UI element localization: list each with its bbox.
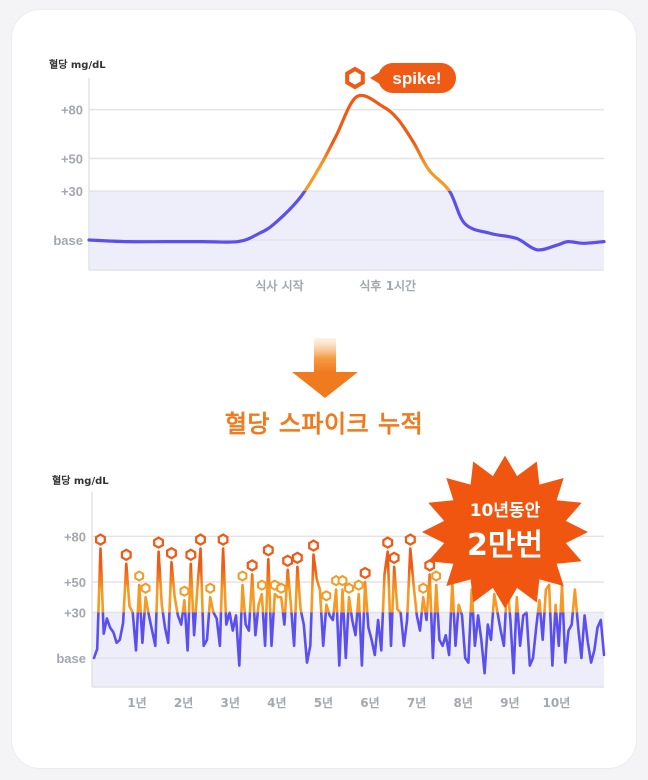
spike-callout-label: spike! <box>392 69 441 88</box>
headline: 혈당 스파이크 누적 <box>224 410 424 438</box>
spike-marker-icon <box>424 559 436 572</box>
spike-marker-icon <box>431 570 442 582</box>
spike-marker-icon <box>153 536 165 549</box>
single-meal-glucose-chart: +80 +50 +30 base 혈당 mg/dL 식사 시작 식후 1시간 spike! <box>49 58 606 293</box>
x-tick-label: 8년 <box>454 696 473 710</box>
x-tick-label: 2년 <box>174 696 193 710</box>
spike-marker-icon <box>237 570 248 582</box>
spike-marker-icon <box>140 582 151 594</box>
starburst-badge: 10년동안 2만번 <box>422 455 588 609</box>
x-tick-label: 4년 <box>267 696 286 710</box>
x-tick-label: 식사 시작 <box>255 278 303 293</box>
y-tick-label: +80 <box>61 103 83 118</box>
x-tick-label: 10년 <box>543 696 571 710</box>
spike-marker-icon <box>282 554 294 568</box>
spike-marker-icon <box>179 585 190 597</box>
spike-marker-icon <box>345 66 365 90</box>
spike-marker-icon <box>344 582 354 594</box>
spike-marker-icon <box>246 559 258 572</box>
spike-marker-icon <box>120 548 132 562</box>
spike-marker-icon <box>256 579 267 591</box>
spike-marker-icon <box>205 582 216 594</box>
glucose-line <box>87 93 606 252</box>
spike-marker-icon <box>353 579 364 591</box>
x-tick-label: 1년 <box>127 696 146 710</box>
y-tick-label: base <box>53 233 83 248</box>
spike-marker-icon <box>337 574 348 587</box>
spike-marker-icon <box>382 536 394 549</box>
y-tick-label: +30 <box>64 605 86 620</box>
badge-line2: 2만번 <box>467 528 543 563</box>
x-tick-label: 7년 <box>407 696 426 710</box>
spike-marker-icon <box>217 533 229 546</box>
spike-callout: spike! <box>370 63 456 93</box>
spike-marker-icon <box>308 539 319 552</box>
glucose-line <box>92 547 606 675</box>
y-tick-label: +50 <box>64 575 86 590</box>
y-axis-title: 혈당 mg/dL <box>49 58 106 71</box>
spike-marker-icon <box>262 543 274 557</box>
spike-marker-icon <box>359 566 371 580</box>
spike-marker-icon <box>418 582 429 594</box>
spike-marker-icon <box>165 546 177 560</box>
y-tick-label: base <box>56 651 86 666</box>
spike-marker-icon <box>94 533 106 546</box>
badge-line1: 10년동안 <box>470 501 541 521</box>
spike-marker-icon <box>134 570 145 582</box>
y-tick-label: +30 <box>61 184 83 199</box>
spike-marker-icon <box>276 582 287 594</box>
x-tick-label: 9년 <box>500 696 519 710</box>
spike-marker-icon <box>388 551 400 565</box>
down-arrow-icon <box>290 338 360 400</box>
spike-marker-icon <box>321 590 332 602</box>
y-tick-label: +80 <box>64 529 86 544</box>
x-tick-label: 3년 <box>221 696 240 710</box>
y-tick-label: +50 <box>61 152 83 167</box>
x-tick-label: 6년 <box>360 696 379 710</box>
spike-marker-icon <box>291 551 303 565</box>
x-tick-label: 식후 1시간 <box>359 278 416 293</box>
spike-marker-icon <box>185 548 197 562</box>
x-tick-label: 5년 <box>314 696 333 710</box>
spike-marker-icon <box>195 533 206 546</box>
baseline-band <box>89 191 604 270</box>
y-axis-title: 혈당 mg/dL <box>52 474 109 487</box>
spike-marker-icon <box>404 533 416 546</box>
